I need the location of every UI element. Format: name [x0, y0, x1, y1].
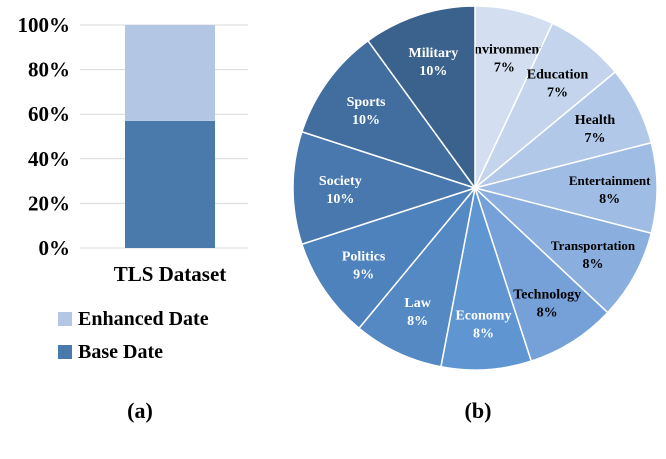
slice-value: 10%	[326, 192, 354, 207]
x-tick-label: TLS Dataset	[114, 262, 227, 286]
y-tick-label: 20%	[28, 191, 70, 215]
slice-value: 7%	[494, 61, 515, 76]
slice-label: Economy	[455, 308, 511, 323]
pie-slice-military	[366, 5, 476, 191]
pie-slice-technology	[474, 187, 609, 363]
slice-value: 8%	[407, 314, 428, 329]
pie-slice-society	[292, 130, 478, 246]
y-tick-label: 40%	[28, 147, 70, 171]
y-tick-label: 0%	[39, 236, 71, 260]
y-tick-label: 80%	[28, 58, 70, 82]
bar-segment-base-date	[125, 120, 215, 248]
slice-value: 8%	[583, 257, 604, 272]
slice-value: 8%	[537, 306, 558, 321]
slice-value: 8%	[599, 192, 620, 207]
slice-label: Transportation	[551, 238, 636, 253]
pie-slice-sports	[300, 39, 477, 190]
slice-value: 8%	[473, 326, 494, 341]
slice-label: Law	[404, 296, 431, 311]
pie-slice-law	[357, 187, 476, 368]
slice-value: 7%	[585, 131, 606, 146]
pie-slice-politics	[300, 186, 478, 330]
slice-label: Health	[575, 113, 616, 128]
slice-value: 7%	[547, 86, 568, 101]
y-tick-label: 100%	[18, 13, 71, 37]
slice-label: Technology	[513, 288, 581, 303]
legend-label: Base Date	[78, 341, 163, 363]
pie-slice-entertainment	[474, 141, 658, 235]
pie-slice-economy	[440, 187, 533, 371]
legend-swatch	[58, 345, 72, 359]
bar-segment-enhanced-date	[125, 25, 215, 121]
pie-slice-transportation	[474, 187, 653, 314]
slice-label: Education	[527, 68, 589, 83]
slice-label: Politics	[342, 250, 386, 265]
slice-label: Military	[408, 46, 458, 61]
slice-label: Environment	[465, 43, 544, 58]
slice-value: 10%	[352, 113, 380, 128]
slice-value: 9%	[353, 268, 374, 283]
slice-label: Society	[319, 174, 362, 189]
panel-label-b: (b)	[465, 398, 492, 423]
panel-label-a: (a)	[127, 398, 153, 423]
legend-swatch	[58, 312, 72, 326]
slice-label: Sports	[347, 95, 386, 110]
legend-label: Enhanced Date	[78, 308, 209, 330]
y-tick-label: 60%	[28, 102, 70, 126]
slice-value: 10%	[419, 64, 447, 79]
slice-label: Entertainment	[569, 173, 651, 188]
